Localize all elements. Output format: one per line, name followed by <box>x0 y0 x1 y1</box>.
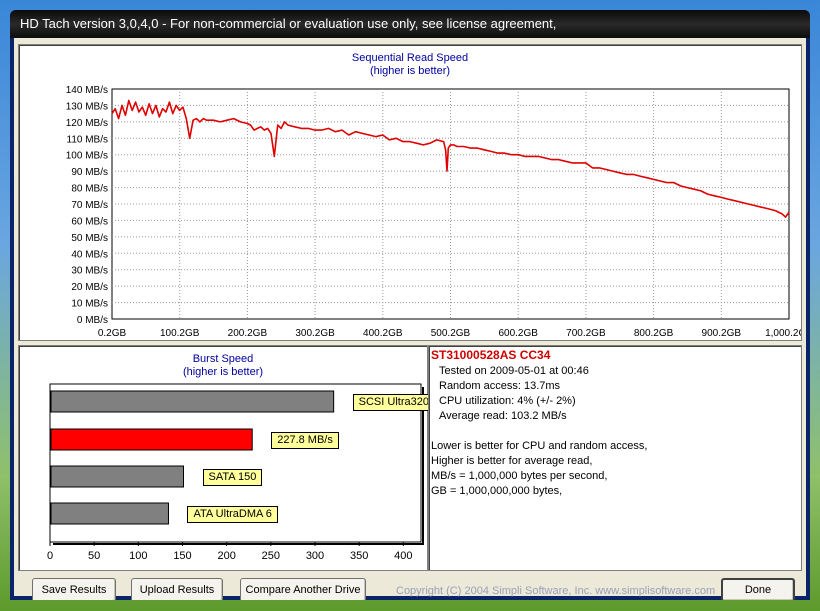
seq-y-tick-label: 90 MB/s <box>71 167 108 178</box>
seq-y-tick-label: 140 MB/s <box>66 85 108 96</box>
burst-bar-label: ATA UltraDMA 6 <box>187 506 278 523</box>
seq-chart-title: Sequential Read Speed <box>351 52 469 64</box>
done-button[interactable]: Done <box>721 578 795 600</box>
seq-x-tick-label: 200.2GB <box>228 328 268 339</box>
seq-y-tick-label: 10 MB/s <box>71 299 108 310</box>
seq-y-tick-label: 30 MB/s <box>71 266 108 277</box>
app-window: HD Tach version 3,0,4,0 - For non-commer… <box>10 10 810 600</box>
sequential-read-panel: Sequential Read Speed (higher is better)… <box>18 44 802 341</box>
burst-speed-chart: 0 50 100 150 200 250 300 350 400 <box>47 383 424 562</box>
seq-x-tick-label: 800.2GB <box>634 328 674 339</box>
window-title: HD Tach version 3,0,4,0 - For non-commer… <box>10 10 810 38</box>
burst-bar-label: 227.8 MB/s <box>271 432 339 449</box>
seq-chart-subtitle: (higher is better) <box>369 65 451 77</box>
burst-chart-subtitle: (higher is better) <box>182 366 264 378</box>
burst-bar-label: SATA 150 <box>202 469 263 486</box>
burst-x-tick-label: 250 <box>262 550 280 562</box>
seq-x-tick-label: 1,000.2GE <box>765 328 801 339</box>
info-cpu-utilization: CPU utilization: 4% (+/- 2%) <box>439 395 576 407</box>
burst-x-tick-label: 100 <box>129 550 147 562</box>
seq-y-tick-label: 110 MB/s <box>67 134 109 145</box>
seq-x-tick-label: 0.2GB <box>98 328 127 339</box>
burst-chart-title: Burst Speed <box>192 353 254 365</box>
seq-x-tick-label: 500.2GB <box>431 328 471 339</box>
seq-x-tick-label: 600.2GB <box>498 328 538 339</box>
copyright-text: Copyright (C) 2004 Simpli Software, Inc.… <box>396 585 716 597</box>
burst-x-tick-label: 200 <box>217 550 235 562</box>
seq-y-tick-label: 70 MB/s <box>71 200 108 211</box>
save-results-button[interactable]: Save Results <box>32 578 116 600</box>
upload-results-button[interactable]: Upload Results <box>131 578 223 600</box>
seq-x-tick-label: 400.2GB <box>363 328 403 339</box>
burst-bar <box>50 502 169 525</box>
seq-x-tick-label: 100.2GB <box>160 328 200 339</box>
seq-read-line <box>111 99 790 218</box>
seq-x-tick-label: 700.2GB <box>566 328 606 339</box>
info-random-access: Random access: 13.7ms <box>439 380 561 392</box>
client-area: Sequential Read Speed (higher is better)… <box>14 38 806 600</box>
seq-y-tick-label: 20 MB/s <box>71 282 108 293</box>
burst-bar <box>50 465 184 488</box>
burst-x-tick-label: 400 <box>394 550 412 562</box>
seq-y-tick-label: 130 MB/s <box>66 101 108 112</box>
seq-y-tick-label: 120 MB/s <box>66 118 108 129</box>
info-tested-on: Tested on 2009-05-01 at 00:46 <box>439 365 589 377</box>
burst-x-tick-label: 50 <box>88 550 100 562</box>
sequential-read-chart: 0 MB/s 10 MB/s 20 MB/s 30 MB/s 40 MB/s 50 MB/… <box>66 85 801 339</box>
burst-x-tick-label: 300 <box>306 550 324 562</box>
seq-y-tick-label: 50 MB/s <box>71 233 108 244</box>
seq-y-tick-label: 80 MB/s <box>71 184 108 195</box>
seq-x-tick-label: 900.2GB <box>702 328 742 339</box>
compare-another-drive-button[interactable]: Compare Another Drive <box>240 578 366 600</box>
seq-y-tick-label: 40 MB/s <box>71 249 108 260</box>
drive-info-panel: ST31000528AS CC34 Tested on 2009-05-01 a… <box>428 345 802 571</box>
burst-bar <box>50 390 335 413</box>
drive-model: ST31000528AS CC34 <box>431 348 551 362</box>
note-mbs-definition: MB/s = 1,000,000 bytes per second, <box>431 470 608 482</box>
note-lower-better: Lower is better for CPU and random acces… <box>431 440 648 452</box>
seq-x-tick-label: 300.2GB <box>295 328 335 339</box>
note-gb-definition: GB = 1,000,000,000 bytes, <box>431 485 563 497</box>
seq-y-tick-label: 100 MB/s <box>66 151 108 162</box>
burst-x-tick-label: 350 <box>350 550 368 562</box>
seq-y-tick-label: 0 MB/s <box>77 315 108 326</box>
note-higher-better: Higher is better for average read, <box>431 455 593 467</box>
info-average-read: Average read: 103.2 MB/s <box>439 410 567 422</box>
burst-x-tick-label: 150 <box>173 550 191 562</box>
burst-bar-label: SCSI Ultra320 <box>352 394 435 411</box>
burst-x-tick-label: 0 <box>47 550 53 562</box>
burst-bar <box>50 428 253 451</box>
burst-speed-panel: Burst Speed (higher is better) 0 50 100 150… <box>18 345 435 571</box>
seq-y-tick-label: 60 MB/s <box>71 216 108 227</box>
